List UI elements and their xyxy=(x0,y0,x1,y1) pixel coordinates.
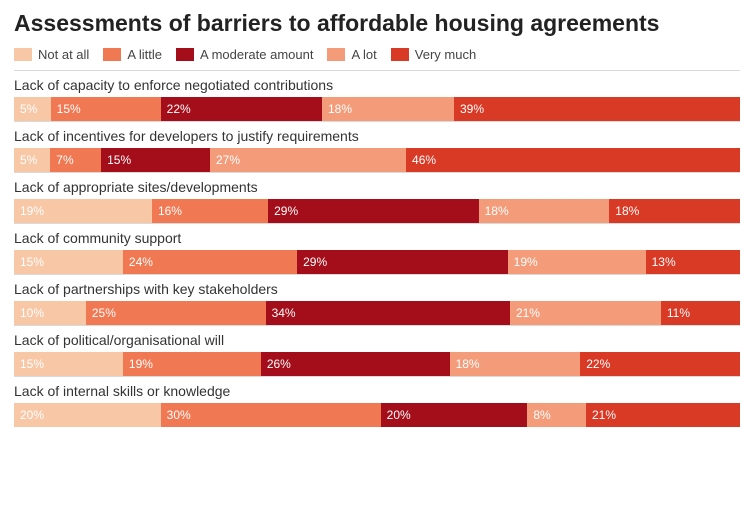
bar-segment: 26% xyxy=(261,352,450,376)
bar-segment: 21% xyxy=(510,301,661,325)
chart-row: Lack of appropriate sites/developments 19… xyxy=(14,172,740,223)
bar-segment: 5% xyxy=(14,148,50,172)
stacked-bar: 20%30%20%8%21% xyxy=(14,403,740,427)
legend-swatch xyxy=(14,48,32,61)
row-label: Lack of incentives for developers to jus… xyxy=(14,128,740,144)
row-label: Lack of capacity to enforce negotiated c… xyxy=(14,77,740,93)
row-label: Lack of partnerships with key stakeholde… xyxy=(14,281,740,297)
legend-item: Very much xyxy=(391,47,476,62)
bar-segment: 34% xyxy=(266,301,510,325)
chart-row: Lack of community support 15%24%29%19%13% xyxy=(14,223,740,274)
bar-segment: 22% xyxy=(580,352,740,376)
legend-swatch xyxy=(391,48,409,61)
bar-segment: 21% xyxy=(586,403,740,427)
bar-segment: 20% xyxy=(14,403,161,427)
legend-label: A moderate amount xyxy=(200,47,313,62)
legend-label: Very much xyxy=(415,47,476,62)
bar-segment: 20% xyxy=(381,403,528,427)
bar-segment: 19% xyxy=(508,250,646,274)
bar-segment: 30% xyxy=(161,403,381,427)
stacked-bar: 15%24%29%19%13% xyxy=(14,250,740,274)
row-label: Lack of political/organisational will xyxy=(14,332,740,348)
row-label: Lack of community support xyxy=(14,230,740,246)
legend-swatch xyxy=(176,48,194,61)
bar-segment: 16% xyxy=(152,199,268,223)
legend-label: Not at all xyxy=(38,47,89,62)
bar-segment: 29% xyxy=(297,250,508,274)
bar-segment: 13% xyxy=(646,250,740,274)
bar-segment: 7% xyxy=(50,148,101,172)
chart-title: Assessments of barriers to affordable ho… xyxy=(14,10,740,37)
chart-row: Lack of incentives for developers to jus… xyxy=(14,121,740,172)
legend-item: A moderate amount xyxy=(176,47,313,62)
chart-row: Lack of internal skills or knowledge 20%3… xyxy=(14,376,740,427)
chart-row: Lack of partnerships with key stakeholde… xyxy=(14,274,740,325)
bar-segment: 18% xyxy=(450,352,581,376)
legend-label: A lot xyxy=(351,47,376,62)
bar-segment: 15% xyxy=(51,97,161,121)
stacked-bar: 5%7%15%27%46% xyxy=(14,148,740,172)
stacked-bar: 19%16%29%18%18% xyxy=(14,199,740,223)
legend-item: Not at all xyxy=(14,47,89,62)
legend-swatch xyxy=(327,48,345,61)
bar-segment: 11% xyxy=(661,301,740,325)
chart-row: Lack of political/organisational will 15%… xyxy=(14,325,740,376)
row-label: Lack of internal skills or knowledge xyxy=(14,383,740,399)
bar-segment: 18% xyxy=(479,199,610,223)
legend-swatch xyxy=(103,48,121,61)
stacked-bar: 5%15%22%18%39% xyxy=(14,97,740,121)
bar-segment: 8% xyxy=(527,403,586,427)
bar-segment: 24% xyxy=(123,250,297,274)
bar-segment: 22% xyxy=(161,97,322,121)
bar-segment: 19% xyxy=(123,352,261,376)
legend-item: A little xyxy=(103,47,162,62)
bar-segment: 29% xyxy=(268,199,479,223)
row-label: Lack of appropriate sites/developments xyxy=(14,179,740,195)
bar-segment: 15% xyxy=(101,148,210,172)
legend-item: A lot xyxy=(327,47,376,62)
stacked-bar: 10%25%34%21%11% xyxy=(14,301,740,325)
legend-label: A little xyxy=(127,47,162,62)
stacked-bar: 15%19%26%18%22% xyxy=(14,352,740,376)
legend: Not at all A little A moderate amount A lot… xyxy=(14,47,740,62)
bar-segment: 39% xyxy=(454,97,740,121)
chart-row: Lack of capacity to enforce negotiated c… xyxy=(14,70,740,121)
bar-segment: 15% xyxy=(14,352,123,376)
chart-rows: Lack of capacity to enforce negotiated c… xyxy=(14,70,740,427)
bar-segment: 10% xyxy=(14,301,86,325)
bar-segment: 25% xyxy=(86,301,266,325)
bar-segment: 46% xyxy=(406,148,740,172)
bar-segment: 19% xyxy=(14,199,152,223)
bar-segment: 5% xyxy=(14,97,51,121)
bar-segment: 15% xyxy=(14,250,123,274)
bar-segment: 27% xyxy=(210,148,406,172)
bar-segment: 18% xyxy=(609,199,740,223)
bar-segment: 18% xyxy=(322,97,454,121)
